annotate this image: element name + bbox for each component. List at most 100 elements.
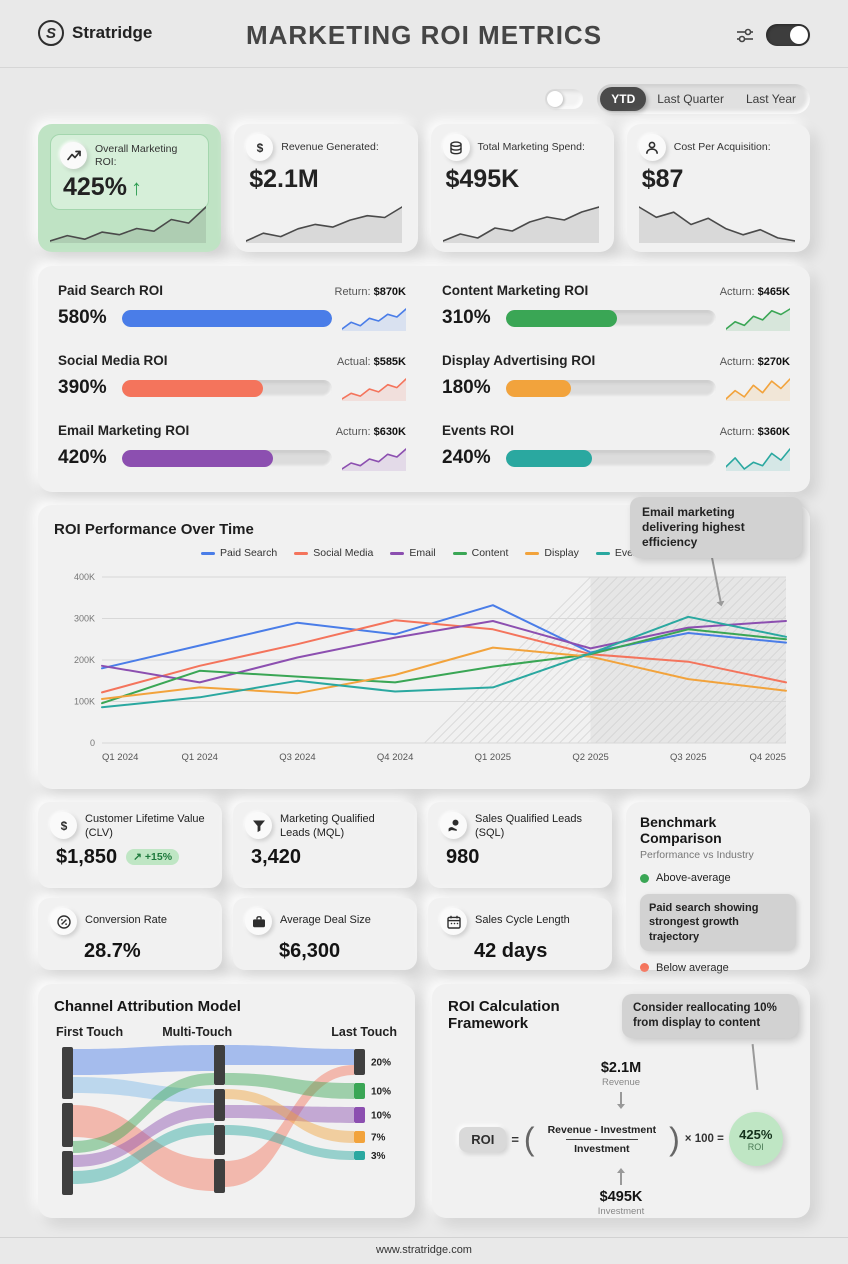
- period-option-last-year[interactable]: Last Year: [745, 92, 796, 106]
- roi-bar-fill: [122, 309, 332, 327]
- channel-social: Social Media ROI Actual: $585K 390%: [58, 353, 406, 410]
- benchmark-title: Benchmark Comparison: [640, 814, 722, 846]
- channel-name: Social Media ROI: [58, 353, 168, 368]
- footer-url[interactable]: www.stratridge.com: [376, 1244, 472, 1256]
- channel-name: Content Marketing ROI: [442, 283, 589, 298]
- roi-bar-track: [506, 449, 716, 467]
- chart-title: ROI Performance Over Time: [54, 521, 254, 538]
- toggle-knob: [547, 91, 564, 107]
- metric-value: 42 days: [474, 940, 548, 962]
- svg-text:Q1 2024: Q1 2024: [102, 752, 138, 763]
- channel-events: Events ROI Acturn: $360K 240%: [442, 423, 790, 480]
- calendar-icon: [440, 908, 467, 935]
- roi-calc-title: ROI Calculation Framework: [448, 998, 560, 1032]
- dollar-icon: $: [246, 134, 274, 161]
- channel-name: Display Advertising ROI: [442, 353, 596, 368]
- channel-name: Email Marketing ROI: [58, 423, 190, 438]
- up-arrow-icon: ↑: [130, 175, 142, 200]
- channel-sparkline: [726, 445, 790, 471]
- metric-value: $6,300: [279, 940, 341, 962]
- svg-text:$: $: [60, 819, 67, 833]
- channel-attribution-card: Channel Attribution Model First Touch Mu…: [38, 984, 415, 1218]
- kpi-label: Overall Marketing ROI:: [95, 142, 178, 168]
- channel-sparkline: [726, 305, 790, 331]
- legend-item-content[interactable]: Content: [452, 547, 508, 559]
- kpi-value: $2.1M: [249, 165, 319, 193]
- sankey-column-labels: First Touch Multi-Touch Last Touch: [56, 1025, 397, 1039]
- svg-text:3%: 3%: [371, 1151, 386, 1162]
- investment-value: $495K: [599, 1189, 643, 1205]
- metric-label: Average Deal Size: [280, 914, 371, 926]
- legend-item-display[interactable]: Display: [525, 547, 579, 559]
- kpi-card-cpa: Cost Per Acquisition: $87: [626, 124, 810, 252]
- metric-label: Conversion Rate: [85, 914, 167, 926]
- benchmark-subtitle: Performance vs Industry: [640, 849, 754, 861]
- period-option-last-quarter[interactable]: Last Quarter: [657, 92, 724, 106]
- svg-text:7%: 7%: [371, 1133, 386, 1144]
- channel-metric: Acturn: $360K: [719, 426, 790, 438]
- sankey-title: Channel Attribution Model: [54, 998, 241, 1015]
- roi-calculation-card: ROI Calculation Framework Consider reall…: [432, 984, 810, 1218]
- sankey-diagram: 20% 10% 10% 7% 3%: [62, 1045, 391, 1195]
- kpi-card-overall-roi: Overall Marketing ROI: 425% ↑: [38, 124, 222, 252]
- open-paren: (: [523, 1120, 535, 1157]
- legend-item-social-media[interactable]: Social Media: [294, 547, 373, 559]
- kpi-inner-panel: Overall Marketing ROI: 425% ↑: [50, 134, 210, 210]
- col-last-touch: Last Touch: [331, 1025, 397, 1039]
- channel-sparkline: [726, 375, 790, 401]
- svg-text:20%: 20%: [371, 1058, 391, 1069]
- channel-roi-value: 180%: [442, 377, 491, 398]
- channel-sparkline: [342, 445, 406, 471]
- brand-name: Stratridge: [72, 23, 153, 42]
- benchmark-callout: Paid search showing strongest growth tra…: [640, 894, 796, 951]
- channel-metric: Actual: $585K: [336, 356, 406, 368]
- legend-item-paid-search[interactable]: Paid Search: [201, 547, 277, 559]
- filter-row: YTD Last Quarter Last Year: [545, 84, 810, 114]
- toggle-knob: [790, 26, 808, 44]
- page-title: MARKETING ROI METRICS: [245, 20, 603, 50]
- channel-metric: Acturn: $465K: [719, 286, 790, 298]
- svg-text:Q3 2024: Q3 2024: [279, 752, 315, 763]
- equals-sign: =: [511, 1131, 519, 1147]
- roi-callout: Consider reallocating 10% from display t…: [622, 994, 798, 1038]
- kpi-sparkline: [638, 203, 798, 245]
- comparison-toggle[interactable]: [545, 89, 584, 109]
- kpi-value: 425% ↑: [63, 173, 142, 201]
- roi-bar-track: [506, 379, 716, 397]
- svg-text:Q1 2025: Q1 2025: [475, 752, 511, 763]
- channel-roi-panel: Paid Search ROI Return: $870K 580% Conten…: [38, 266, 810, 492]
- channel-name: Paid Search ROI: [58, 283, 164, 298]
- roi-bar-fill: [506, 309, 618, 327]
- svg-text:Q4 2025: Q4 2025: [750, 752, 786, 763]
- roi-bar-fill: [506, 379, 572, 397]
- revenue-value: $2.1M: [600, 1060, 642, 1076]
- chart-legend: Paid Search Social Media Email Content D…: [54, 547, 794, 559]
- period-option-ytd[interactable]: YTD: [600, 87, 647, 111]
- channel-metric: Return: $870K: [334, 286, 407, 298]
- dark-mode-toggle[interactable]: [766, 24, 810, 46]
- svg-text:0: 0: [90, 738, 95, 748]
- svg-text:Q4 2024: Q4 2024: [377, 752, 413, 763]
- svg-text:Q1 2024: Q1 2024: [181, 752, 217, 763]
- roi-bar-track: [122, 379, 332, 397]
- metric-label: Customer Lifetime Value (CLV): [85, 813, 205, 839]
- briefcase-icon: [245, 908, 272, 935]
- coins-icon: [442, 134, 470, 161]
- brand: S Stratridge: [38, 20, 152, 46]
- svg-text:10%: 10%: [371, 1111, 391, 1122]
- kpi-label: Cost Per Acquisition:: [673, 141, 771, 154]
- channel-metric: Acturn: $270K: [719, 356, 790, 368]
- settings-sliders-icon[interactable]: [736, 28, 754, 43]
- legend-item-email[interactable]: Email: [390, 547, 436, 559]
- footer-divider: [0, 1237, 848, 1238]
- benchmark-below-row: Below average: [640, 962, 796, 974]
- metric-card-clv: $ Customer Lifetime Value (CLV) $1,850 ↗ …: [38, 802, 222, 888]
- metric-label: Sales Qualified Leads (SQL): [475, 813, 583, 839]
- fraction: Revenue - Investment Investment: [547, 1123, 657, 1155]
- roi-chip: ROI: [459, 1126, 507, 1152]
- revenue-label: Revenue: [601, 1077, 641, 1088]
- metrics-row-1: $ Customer Lifetime Value (CLV) $1,850 ↗ …: [38, 802, 612, 888]
- header: S Stratridge MARKETING ROI METRICS: [0, 0, 848, 68]
- svg-text:Q3 2025: Q3 2025: [670, 752, 706, 763]
- roi-line-chart: 0 100K 200K 300K 400K Q1 2024 Q1 2024 Q3 2024 Q4…: [74, 572, 787, 763]
